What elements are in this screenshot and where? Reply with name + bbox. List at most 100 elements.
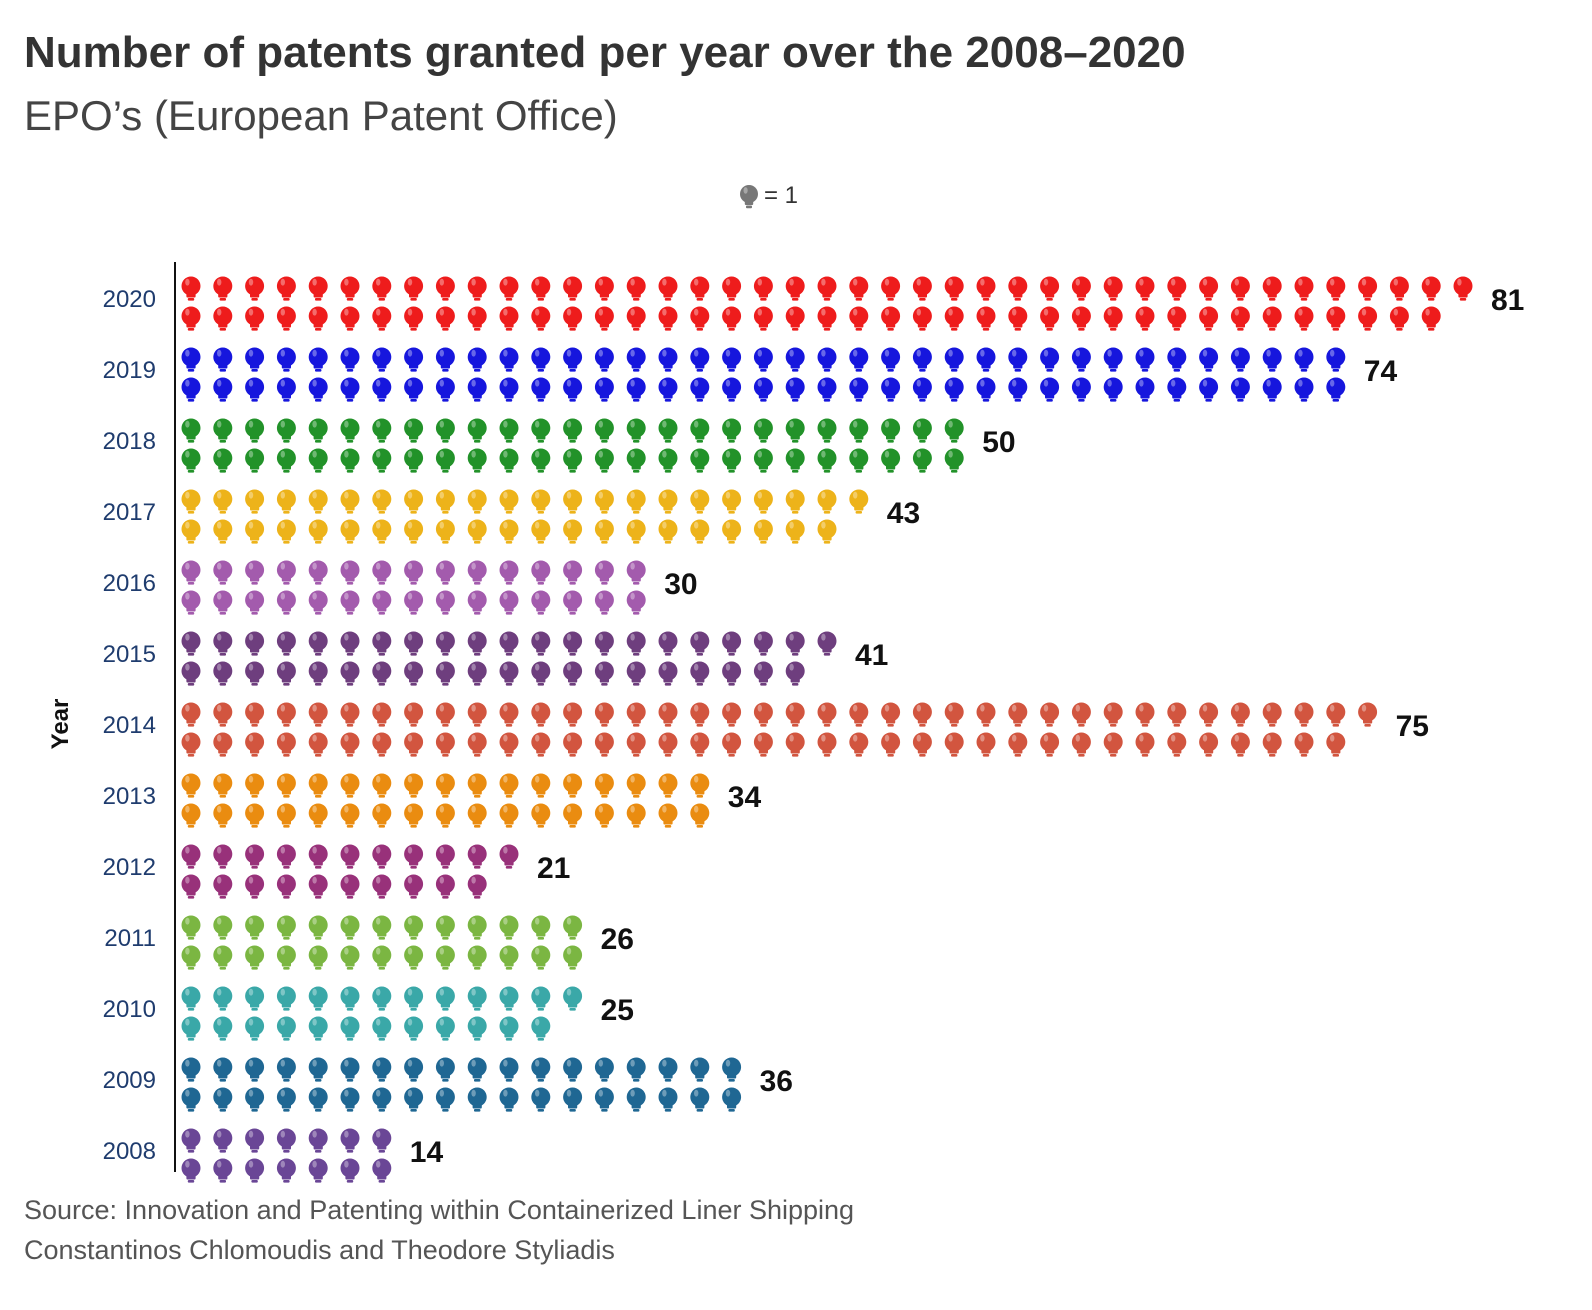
lightbulb-icon <box>499 732 519 757</box>
lightbulb-icon <box>467 661 487 686</box>
lightbulb-icon <box>1040 347 1060 372</box>
lightbulb-icon <box>1199 732 1219 757</box>
lightbulb-icon <box>435 1016 455 1041</box>
lightbulb-icon <box>594 448 614 473</box>
lightbulb-icon <box>881 306 901 331</box>
lightbulb-icon <box>340 661 360 686</box>
lightbulb-icon <box>722 631 742 656</box>
lightbulb-icon <box>435 276 455 301</box>
lightbulb-icon <box>912 418 932 443</box>
lightbulb-icon <box>722 448 742 473</box>
lightbulb-icon <box>594 1057 614 1082</box>
lightbulb-icon <box>1262 702 1282 727</box>
y-tick-label-2008: 2008 <box>103 1138 156 1165</box>
lightbulb-icon <box>563 519 583 544</box>
lightbulb-icon <box>563 631 583 656</box>
lightbulb-icon <box>1008 377 1028 402</box>
lightbulb-icon <box>340 489 360 514</box>
lightbulb-icon <box>1294 732 1314 757</box>
lightbulb-icon <box>531 560 551 585</box>
lightbulb-icon <box>944 377 964 402</box>
lightbulb-icon <box>563 489 583 514</box>
lightbulb-icon <box>276 489 296 514</box>
lightbulb-icon <box>849 489 869 514</box>
lightbulb-icon <box>435 631 455 656</box>
y-tick-label-2015: 2015 <box>103 641 156 668</box>
lightbulb-icon <box>944 732 964 757</box>
lightbulb-icon <box>308 448 328 473</box>
lightbulb-icon <box>499 560 519 585</box>
lightbulb-icon <box>594 418 614 443</box>
lightbulb-icon <box>817 702 837 727</box>
lightbulb-icon <box>531 661 551 686</box>
chart-title: Number of patents granted per year over … <box>24 28 1186 77</box>
lightbulb-icon <box>1040 276 1060 301</box>
lightbulb-icon <box>245 915 265 940</box>
lightbulb-icon <box>1040 702 1060 727</box>
lightbulb-icon <box>499 844 519 869</box>
lightbulb-icon <box>753 377 773 402</box>
lightbulb-icon <box>308 276 328 301</box>
lightbulb-icon <box>881 418 901 443</box>
lightbulb-icon <box>340 803 360 828</box>
lightbulb-icon <box>1167 276 1187 301</box>
lightbulb-icon <box>435 732 455 757</box>
lightbulb-icon <box>308 874 328 899</box>
lightbulb-icon <box>245 418 265 443</box>
lightbulb-icon <box>276 661 296 686</box>
lightbulb-icon <box>340 448 360 473</box>
lightbulb-icon <box>626 1087 646 1112</box>
lightbulb-icon <box>467 560 487 585</box>
lightbulb-icon <box>404 590 424 615</box>
bar-2012 <box>181 844 519 899</box>
lightbulb-icon <box>594 306 614 331</box>
lightbulb-icon <box>181 661 201 686</box>
lightbulb-icon <box>722 661 742 686</box>
lightbulb-icon <box>467 377 487 402</box>
bar-2014 <box>181 702 1378 757</box>
lightbulb-icon <box>308 489 328 514</box>
lightbulb-icon <box>467 915 487 940</box>
lightbulb-icon <box>531 489 551 514</box>
lightbulb-icon <box>626 661 646 686</box>
lightbulb-icon <box>563 803 583 828</box>
lightbulb-icon <box>785 418 805 443</box>
lightbulb-icon <box>435 661 455 686</box>
lightbulb-icon <box>467 986 487 1011</box>
lightbulb-icon <box>1167 347 1187 372</box>
lightbulb-icon <box>213 1128 233 1153</box>
lightbulb-icon <box>499 1057 519 1082</box>
lightbulb-icon <box>1135 732 1155 757</box>
lightbulb-icon <box>404 1016 424 1041</box>
lightbulb-icon <box>594 803 614 828</box>
lightbulb-icon <box>213 448 233 473</box>
lightbulb-icon <box>308 1087 328 1112</box>
y-axis-title: Year <box>47 699 74 750</box>
lightbulb-icon <box>658 306 678 331</box>
lightbulb-icon <box>213 915 233 940</box>
lightbulb-icon <box>594 519 614 544</box>
lightbulb-icon <box>245 347 265 372</box>
lightbulb-icon <box>690 1087 710 1112</box>
lightbulb-icon <box>785 377 805 402</box>
lightbulb-icon <box>976 306 996 331</box>
lightbulb-icon <box>1040 306 1060 331</box>
lightbulb-icon <box>372 418 392 443</box>
lightbulb-icon <box>563 702 583 727</box>
lightbulb-icon <box>499 1016 519 1041</box>
lightbulb-icon <box>753 306 773 331</box>
lightbulb-icon <box>435 418 455 443</box>
lightbulb-icon <box>213 590 233 615</box>
lightbulb-icon <box>467 347 487 372</box>
lightbulb-icon <box>594 732 614 757</box>
lightbulb-icon <box>722 1087 742 1112</box>
lightbulb-icon <box>213 844 233 869</box>
lightbulb-icon <box>245 874 265 899</box>
lightbulb-icon <box>1389 306 1409 331</box>
lightbulb-icon <box>690 276 710 301</box>
lightbulb-icon <box>181 1158 201 1183</box>
value-label-2016: 30 <box>664 568 697 601</box>
lightbulb-icon <box>404 560 424 585</box>
y-tick-label-2012: 2012 <box>103 854 156 881</box>
lightbulb-icon <box>626 702 646 727</box>
